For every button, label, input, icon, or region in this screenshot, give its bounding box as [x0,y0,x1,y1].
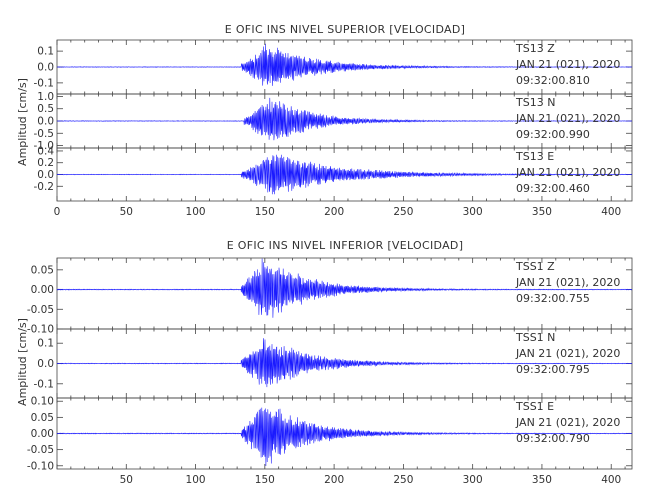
lower-y-axis-label: Amplitud [cm/s] [16,318,29,406]
y-tick-label: 0.0 [37,62,54,74]
upper-panel-TS13-Z: -0.1 0.0 0.1 TS13 Z JAN 21 (021), 2020 09:32:… [34,39,633,95]
x-tick-label: 400 [601,474,621,486]
upper-trace-TS13-Z [56,43,633,86]
x-tick-label: 250 [393,206,413,218]
lower-group: E OFIC INS NIVEL INFERIOR [VELOCIDAD] Am… [16,239,633,486]
y-tick-label: 0.00 [31,428,54,440]
y-tick-label: 1.0 [37,91,54,103]
station-label: TSS1 Z [515,260,555,273]
x-tick-label: 100 [186,474,206,486]
y-tick-label: -0.10 [27,324,54,336]
x-tick-label: 200 [324,474,344,486]
y-tick-label: 0.4 [37,145,54,157]
station-label: TSS1 N [515,331,555,344]
lower-trace-TSS1-Z [56,258,633,318]
x-tick-label: 100 [186,206,206,218]
time-label: 09:32:00.810 [516,74,590,87]
x-tick-label: 200 [324,206,344,218]
station-label: TS13 E [515,150,554,163]
date-label: JAN 21 (021), 2020 [515,276,620,289]
y-tick-label: -0.05 [27,444,54,456]
lower-panel-TSS1-Z: -0.10 -0.05 0.00 0.05 TSS1 Z JAN 21 (021), 20… [27,257,633,336]
lower-panel-TSS1-E: -0.10 -0.05 0.00 0.05 0.10 TSS1 E JAN 21 (021)… [27,396,633,472]
x-tick-label: 150 [255,474,275,486]
y-tick-label: 0.0 [37,116,54,128]
x-tick-label: 350 [532,206,552,218]
lower-x-axis: 50 100 150 200 250 300 350 400 [120,474,622,486]
upper-y-axis-label: Amplitud [cm/s] [16,78,29,166]
time-label: 09:32:00.790 [516,432,590,445]
upper-chart-title: E OFIC INS NIVEL SUPERIOR [VELOCIDAD] [225,23,465,36]
time-label: 09:32:00.795 [516,363,590,376]
x-tick-label: 50 [120,474,133,486]
lower-trace-TSS1-E [56,407,633,467]
x-tick-label: 400 [601,206,621,218]
y-tick-label: 0.05 [31,264,54,276]
y-tick-label: -0.05 [27,304,54,316]
x-tick-label: 250 [393,474,413,486]
y-tick-label: -0.5 [34,128,55,140]
upper-x-axis: 0 50 100 150 200 250 300 350 400 [54,206,622,218]
y-tick-label: 0.00 [31,284,54,296]
y-tick-label: 0.1 [37,46,54,58]
upper-group: E OFIC INS NIVEL SUPERIOR [VELOCIDAD] Am… [16,23,633,218]
date-label: JAN 21 (021), 2020 [515,347,620,360]
lower-trace-TSS1-N [56,338,633,388]
y-tick-label: 0.0 [37,358,54,370]
station-label: TS13 N [515,96,555,109]
lower-panel-TSS1-N: -0.1 0.0 0.1 TSS1 N JAN 21 (021), 2020 09:32:… [34,328,633,399]
x-tick-label: 300 [463,206,483,218]
lower-panels: -0.10 -0.05 0.00 0.05 TSS1 Z JAN 21 (021), 20… [27,257,633,472]
x-tick-label: 50 [120,206,133,218]
date-label: JAN 21 (021), 2020 [515,112,620,125]
x-tick-label: 0 [54,206,61,218]
y-tick-label: 0.1 [37,338,54,350]
date-label: JAN 21 (021), 2020 [515,58,620,71]
y-tick-label: 0.2 [37,157,54,169]
upper-trace-TS13-E [56,154,633,195]
time-label: 09:32:00.990 [516,128,590,141]
y-tick-label: -0.1 [34,378,55,390]
station-label: TS13 Z [515,42,555,55]
time-label: 09:32:00.460 [516,182,590,195]
y-tick-label: -0.1 [34,77,55,89]
x-tick-label: 350 [532,474,552,486]
y-tick-label: 0.0 [37,169,54,181]
date-label: JAN 21 (021), 2020 [515,166,620,179]
lower-chart-title: E OFIC INS NIVEL INFERIOR [VELOCIDAD] [227,239,464,252]
x-tick-label: 150 [255,206,275,218]
y-tick-label: -0.2 [34,181,55,193]
y-tick-label: 0.5 [37,103,54,115]
y-tick-label: -0.10 [27,460,54,472]
station-label: TSS1 E [515,400,554,413]
upper-panel-TS13-N: -1.0-0.50.00.51.0 TS13 N JAN 21 (021), 202… [34,91,633,152]
date-label: JAN 21 (021), 2020 [515,416,620,429]
x-tick-label: 300 [463,474,483,486]
time-label: 09:32:00.755 [516,292,590,305]
y-tick-label: 0.05 [31,412,54,424]
upper-panel-TS13-E: -0.20.00.20.4 TS13 E JAN 21 (021), 2020 09:… [34,145,633,202]
upper-panels: -0.1 0.0 0.1 TS13 Z JAN 21 (021), 2020 09:32:… [34,39,633,202]
y-tick-label: 0.10 [31,396,54,408]
upper-trace-TS13-N [56,97,633,141]
y-tick-label: -1.0 [34,140,55,152]
